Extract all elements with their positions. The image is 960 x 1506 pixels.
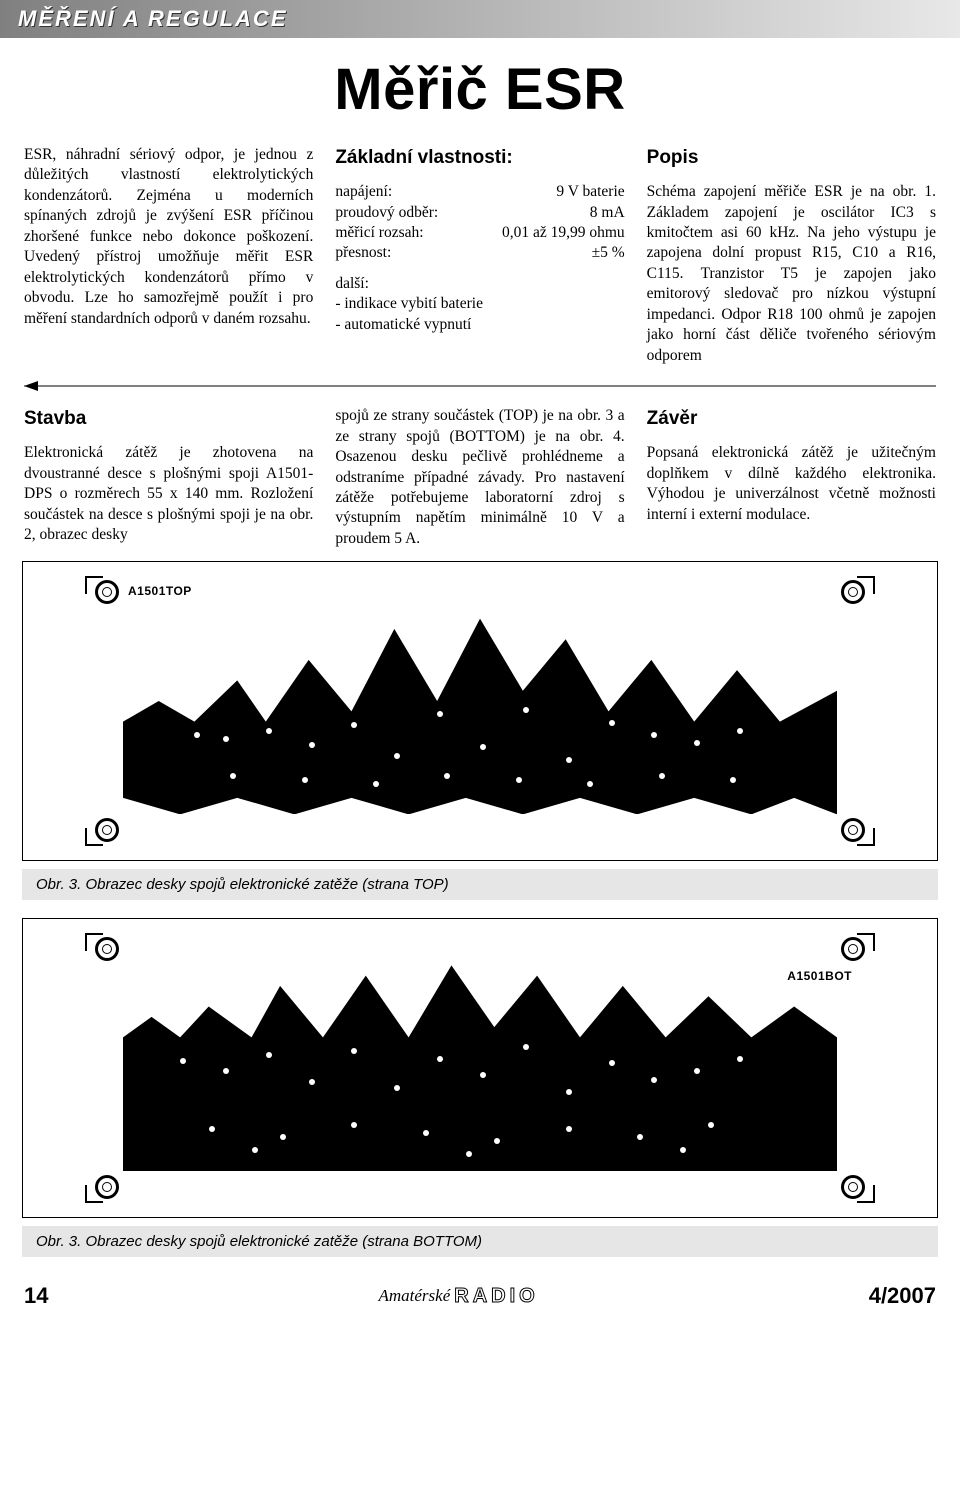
fiducial-icon (841, 580, 865, 604)
magazine-logo: Amatérské RADIO (378, 1285, 538, 1308)
spec-label: měřicí rozsah: (335, 223, 423, 243)
continuation-paragraph: spojů ze strany součástek (TOP) je na ob… (335, 406, 624, 549)
spec-value: 9 V baterie (556, 182, 624, 202)
section-header: MĚŘENÍ A REGULACE (0, 0, 960, 38)
fiducial-icon (95, 1175, 119, 1199)
fiducial-icon (95, 818, 119, 842)
specs-heading: Základní vlastnosti: (335, 145, 624, 170)
section-label: MĚŘENÍ A REGULACE (18, 6, 288, 31)
pcb-top-label: A1501TOP (128, 584, 192, 598)
row2-col1: Stavba Elektronická zátěž je zhotovena n… (24, 406, 313, 549)
spec-value: 8 mA (590, 203, 625, 223)
intro-paragraph: ESR, náhradní sériový odpor, je jednou z… (24, 145, 313, 329)
stavba-heading: Stavba (24, 406, 313, 431)
pcb-bottom-figure: A1501BOT (22, 918, 938, 1218)
caption-text: Obr. 3. Obrazec desky spojů elektronické… (36, 876, 449, 893)
spec-row: napájení: 9 V baterie (335, 182, 624, 202)
section-divider (0, 380, 960, 392)
pcb-pads (123, 965, 837, 1171)
arrow-divider-icon (24, 380, 936, 392)
spec-row: měřicí rozsah: 0,01 až 19,99 ohmu (335, 223, 624, 243)
text-row-1: ESR, náhradní sériový odpor, je jednou z… (0, 145, 960, 366)
row1-col1: ESR, náhradní sériový odpor, je jednou z… (24, 145, 313, 366)
issue-number: 4/2007 (869, 1283, 936, 1309)
text-row-2: Stavba Elektronická zátěž je zhotovena n… (0, 406, 960, 549)
spec-value: 0,01 až 19,99 ohmu (502, 223, 625, 243)
row1-col3: Popis Schéma zapojení měřiče ESR je na o… (647, 145, 936, 366)
page-title: Měřič ESR (0, 56, 960, 123)
pcb-top-caption: Obr. 3. Obrazec desky spojů elektronické… (22, 869, 938, 900)
spec-row: proudový odběr: 8 mA (335, 203, 624, 223)
spec-bullet: - indikace vybití baterie (335, 294, 624, 314)
row2-col3: Závěr Popsaná elektronická zátěž je užit… (647, 406, 936, 549)
fiducial-icon (95, 580, 119, 604)
pcb-top-figure: A1501TOP (22, 561, 938, 861)
page-number: 14 (24, 1283, 48, 1309)
row1-col2: Základní vlastnosti: napájení: 9 V bater… (335, 145, 624, 366)
popis-paragraph: Schéma zapojení měřiče ESR je na obr. 1.… (647, 182, 936, 366)
row2-col2: spojů ze strany součástek (TOP) je na ob… (335, 406, 624, 549)
zaver-paragraph: Popsaná elektronická zátěž je užitečným … (647, 443, 936, 525)
fiducial-icon (95, 937, 119, 961)
brand-word: RADIO (454, 1285, 538, 1308)
spec-label: proudový odběr: (335, 203, 438, 223)
spec-row: přesnost: ±5 % (335, 243, 624, 263)
spec-bullet: - automatické vypnutí (335, 315, 624, 335)
caption-text: Obr. 3. Obrazec desky spojů elektronické… (36, 1233, 482, 1250)
page-footer: 14 Amatérské RADIO 4/2007 (0, 1275, 960, 1323)
zaver-heading: Závěr (647, 406, 936, 431)
spec-value: ±5 % (592, 243, 625, 263)
spec-label: napájení: (335, 182, 392, 202)
pcb-pads (123, 608, 837, 814)
fiducial-icon (841, 937, 865, 961)
brand-script: Amatérské (378, 1286, 450, 1306)
stavba-paragraph: Elektronická zátěž je zhotovena na dvous… (24, 443, 313, 545)
popis-heading: Popis (647, 145, 936, 170)
specs-further-label: další: (335, 274, 624, 294)
spec-label: přesnost: (335, 243, 391, 263)
pcb-bottom-caption: Obr. 3. Obrazec desky spojů elektronické… (22, 1226, 938, 1257)
